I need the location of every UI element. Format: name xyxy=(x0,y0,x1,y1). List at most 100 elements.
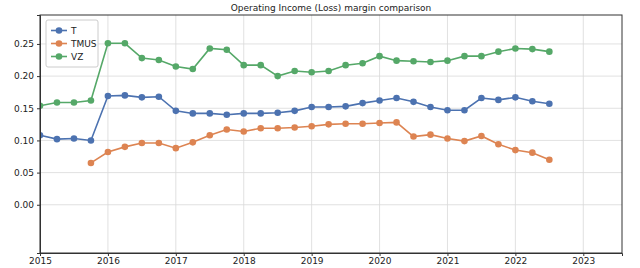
series-marker xyxy=(291,68,298,75)
series-marker xyxy=(173,145,180,152)
tick-label: 2020 xyxy=(369,256,392,266)
y-axis: 0.00 0.05 0.10 0.15 0.20 0.25 xyxy=(14,16,41,254)
tick-label: 2017 xyxy=(165,256,188,266)
tick: 0.00 xyxy=(14,200,40,210)
series-marker xyxy=(88,97,95,104)
series-marker xyxy=(105,149,112,156)
series-marker xyxy=(274,125,281,132)
series-marker xyxy=(257,62,264,69)
series-marker xyxy=(325,104,332,111)
tick: 2021 xyxy=(437,253,460,266)
series-marker xyxy=(478,53,485,60)
series-marker xyxy=(206,110,213,117)
grid-line xyxy=(40,76,622,77)
series-marker xyxy=(342,120,349,127)
series-marker xyxy=(54,136,61,143)
series-marker xyxy=(274,73,281,80)
tick-label: 2018 xyxy=(233,256,256,266)
series-marker xyxy=(546,100,553,107)
series-marker xyxy=(461,107,468,114)
tick-label: 2015 xyxy=(29,256,52,266)
series-marker xyxy=(71,135,78,142)
tick-label: 0.00 xyxy=(14,200,34,210)
series-marker xyxy=(173,63,180,70)
series-marker xyxy=(393,119,400,126)
tick: 2019 xyxy=(301,253,324,266)
series-marker xyxy=(512,94,519,101)
tick-label: 2023 xyxy=(572,256,595,266)
series-marker xyxy=(139,55,146,62)
tick-label: 2016 xyxy=(97,256,120,266)
grid-line xyxy=(107,15,108,253)
x-axis: 2015 2016 2017 2018 2019 2020 2021 2022 2023 xyxy=(29,253,622,266)
legend-marker xyxy=(56,53,63,60)
series-line xyxy=(40,95,549,140)
series xyxy=(40,92,553,144)
series-marker xyxy=(495,141,502,148)
grid-line xyxy=(311,15,312,253)
series-marker xyxy=(495,97,502,104)
series-marker xyxy=(512,45,519,52)
series-marker xyxy=(105,93,112,100)
series-marker xyxy=(54,99,61,106)
legend: T TMUS VZ xyxy=(46,20,98,67)
series-marker xyxy=(478,95,485,102)
series-marker xyxy=(512,147,519,154)
series-marker xyxy=(240,128,247,135)
axis-line xyxy=(41,254,623,257)
legend-label: TMUS xyxy=(70,39,97,49)
series-marker xyxy=(325,68,332,75)
series-marker xyxy=(206,45,213,52)
series-marker xyxy=(529,46,536,53)
tick-label: 0.20 xyxy=(14,71,34,81)
series-marker xyxy=(359,120,366,127)
series-marker xyxy=(291,124,298,131)
plot-background xyxy=(40,15,622,253)
tick-label: 2022 xyxy=(504,256,527,266)
series-marker xyxy=(410,133,417,140)
grid-line xyxy=(40,140,622,141)
series-marker xyxy=(223,46,230,53)
tick: 0.15 xyxy=(14,104,40,114)
series-marker xyxy=(88,160,95,167)
series-marker xyxy=(139,140,146,147)
series-marker xyxy=(444,57,451,64)
series-marker xyxy=(410,58,417,65)
tick-label: 0.05 xyxy=(14,168,34,178)
series-marker xyxy=(529,98,536,105)
series xyxy=(88,119,553,166)
series-marker xyxy=(444,107,451,114)
tick: 0.05 xyxy=(14,168,40,178)
chart: 2015 2016 2017 2018 2019 2020 2021 2022 2023 0.00… xyxy=(0,0,640,268)
series-marker xyxy=(546,48,553,55)
legend-label: T xyxy=(70,26,77,36)
tick: 0.10 xyxy=(14,136,40,146)
series-marker xyxy=(156,57,163,64)
series-marker xyxy=(325,121,332,128)
series-marker xyxy=(105,40,112,47)
tick-label: 0.10 xyxy=(14,136,34,146)
series-marker xyxy=(427,104,434,111)
series-marker xyxy=(461,53,468,60)
series-marker xyxy=(308,104,315,111)
series-marker xyxy=(495,48,502,55)
series-marker xyxy=(88,137,95,144)
series-marker xyxy=(122,40,129,47)
series-marker xyxy=(410,99,417,106)
series-marker xyxy=(223,111,230,118)
tick-label: 0.25 xyxy=(14,39,34,49)
series-marker xyxy=(478,133,485,140)
series-marker xyxy=(122,144,129,151)
legend-box xyxy=(46,20,98,67)
legend-label: VZ xyxy=(71,52,83,62)
series-marker xyxy=(156,93,163,100)
legend-marker xyxy=(56,40,63,47)
series-marker xyxy=(139,94,146,101)
series-marker xyxy=(529,149,536,156)
series-marker xyxy=(173,108,180,115)
grid xyxy=(40,15,622,253)
series-marker xyxy=(257,110,264,117)
tick: 2020 xyxy=(369,253,392,266)
tick: 2018 xyxy=(233,253,256,266)
legend-marker xyxy=(56,27,63,34)
